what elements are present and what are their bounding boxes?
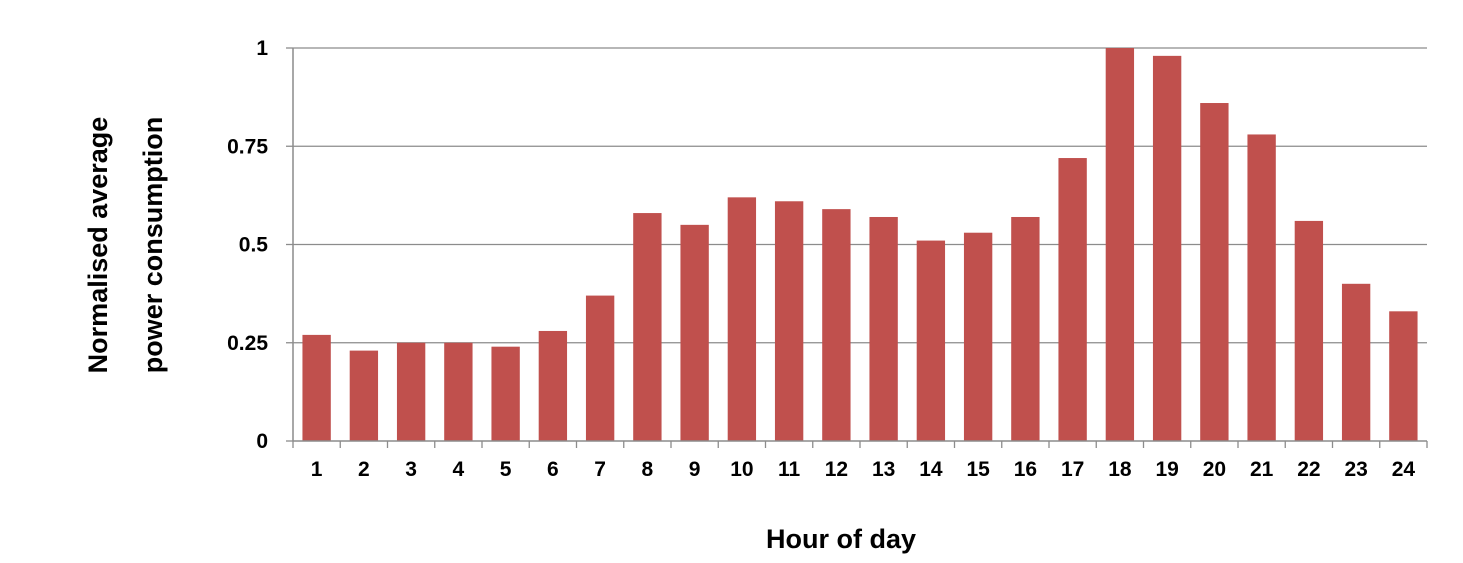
- bar-hour-12: [822, 209, 851, 441]
- y-tick-label: 0.25: [227, 332, 268, 355]
- x-tick-label: 12: [825, 458, 848, 481]
- bar-hour-17: [1058, 158, 1087, 442]
- x-tick-label: 24: [1392, 458, 1416, 481]
- x-tick-label: 22: [1297, 458, 1320, 481]
- bar-hour-7: [585, 295, 615, 441]
- bar-hour-11: [774, 201, 804, 441]
- bar-hour-16: [1011, 216, 1040, 441]
- bar-hour-3: [396, 342, 426, 441]
- bar-hour-1: [302, 334, 331, 441]
- y-tick-label: 0.5: [239, 234, 269, 257]
- bar-hour-5: [491, 346, 520, 441]
- bar-hour-10: [727, 197, 757, 441]
- y-tick-label: 0: [256, 430, 268, 453]
- bar-hour-8: [633, 213, 662, 441]
- x-tick-label: 13: [872, 458, 895, 481]
- bar-hour-18: [1105, 48, 1135, 441]
- x-tick-label: 3: [405, 458, 417, 481]
- bar-hour-24: [1389, 311, 1418, 441]
- x-tick-label: 9: [689, 458, 701, 481]
- x-tick-label: 19: [1155, 458, 1178, 481]
- x-tick-label: 6: [547, 458, 559, 481]
- axis-layer: [286, 47, 1428, 448]
- x-tick-label: 16: [1014, 458, 1037, 481]
- bar-hour-20: [1200, 103, 1229, 442]
- y-tick-label: 0.75: [227, 135, 268, 158]
- bar-hour-15: [963, 232, 993, 441]
- x-axis-title: Hour of day: [766, 524, 916, 554]
- bar-hour-13: [869, 216, 898, 441]
- bar-hour-4: [444, 342, 473, 441]
- y-axis-title-line-2: power consumption: [138, 117, 168, 374]
- bar-hour-21: [1247, 134, 1276, 441]
- bar-hour-6: [538, 330, 568, 441]
- y-tick-label: 1: [256, 37, 268, 60]
- x-tick-label: 10: [730, 458, 753, 481]
- bar-hour-22: [1294, 220, 1324, 441]
- x-tick-label: 18: [1108, 458, 1132, 481]
- x-tick-label: 1: [311, 458, 323, 481]
- x-tick-label: 14: [919, 458, 943, 481]
- bar-hour-9: [680, 224, 709, 441]
- bar-hour-19: [1152, 55, 1182, 442]
- x-tick-label: 17: [1061, 458, 1084, 481]
- x-tick-label: 5: [500, 458, 512, 481]
- x-tick-label: 21: [1250, 458, 1274, 481]
- bars-layer: [302, 48, 1418, 442]
- bar-hour-14: [916, 240, 946, 441]
- labels-layer: Hour of day Normalised average power con…: [83, 37, 1415, 554]
- x-tick-label: 11: [778, 458, 801, 481]
- bar-hour-2: [349, 350, 379, 441]
- x-tick-label: 20: [1203, 458, 1226, 481]
- x-tick-label: 23: [1344, 458, 1367, 481]
- x-tick-label: 4: [453, 458, 465, 481]
- x-tick-label: 7: [594, 458, 606, 481]
- bar-hour-23: [1341, 283, 1371, 441]
- grid-layer: [293, 47, 1427, 344]
- x-tick-label: 8: [642, 458, 654, 481]
- x-tick-label: 15: [966, 458, 990, 481]
- x-tick-label: 2: [358, 458, 370, 481]
- y-axis-title-line-1: Normalised average: [83, 117, 113, 374]
